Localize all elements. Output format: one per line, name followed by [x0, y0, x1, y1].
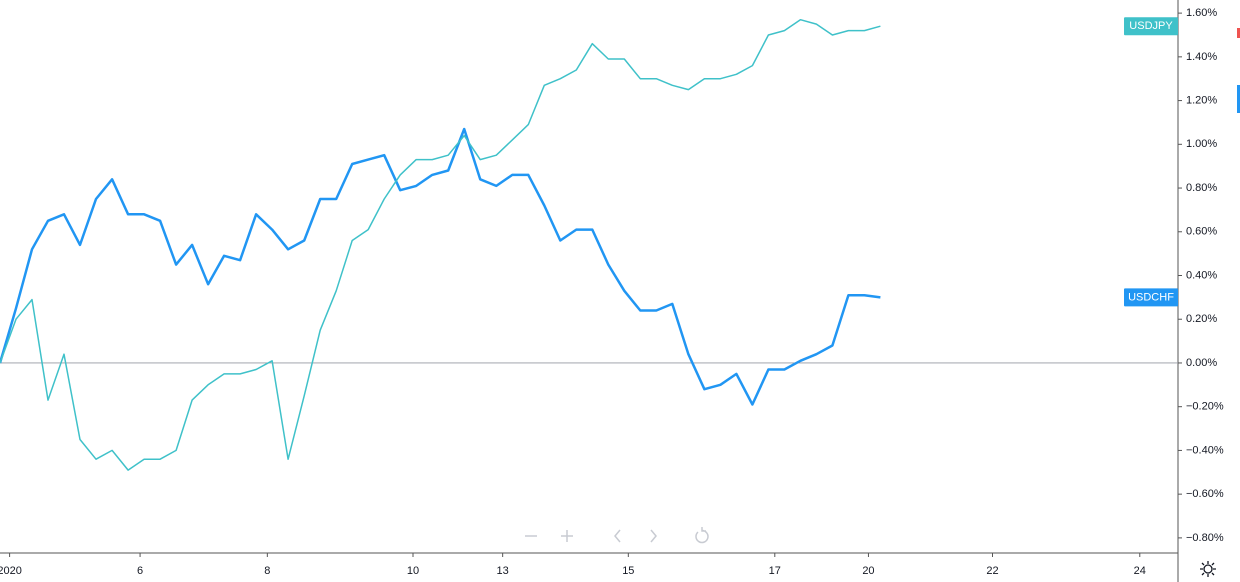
x-tick-label: 10: [407, 565, 419, 577]
x-tick-label: 2020: [0, 565, 22, 577]
scroll-left[interactable]: [614, 529, 621, 543]
y-tick-label: 1.40%: [1186, 51, 1217, 63]
y-tick-label: 1.00%: [1186, 138, 1217, 150]
y-tick-label: −0.40%: [1186, 444, 1224, 456]
y-tick-label: −0.80%: [1186, 532, 1224, 544]
y-tick-label: 0.40%: [1186, 269, 1217, 281]
y-tick-label: 0.20%: [1186, 313, 1217, 325]
x-tick-label: 6: [137, 565, 143, 577]
series-label: USDCHF: [1128, 291, 1174, 303]
x-tick-label: 22: [986, 565, 998, 577]
settings-icon[interactable]: [1200, 561, 1216, 577]
edge-marker: [1237, 28, 1240, 38]
reset[interactable]: [695, 527, 709, 544]
edge-marker: [1237, 85, 1240, 113]
series-label-box: [1124, 17, 1178, 36]
y-tick-label: 0.00%: [1186, 357, 1217, 369]
series-label: USDJPY: [1129, 20, 1173, 32]
x-tick-label: 24: [1134, 565, 1146, 577]
y-tick-label: 1.20%: [1186, 94, 1217, 106]
navigation-toolbar[interactable]: [525, 527, 709, 544]
x-tick-label: 20: [862, 565, 874, 577]
x-tick-label: 15: [622, 565, 634, 577]
y-tick-label: 0.60%: [1186, 226, 1217, 238]
y-tick-label: 1.60%: [1186, 7, 1217, 19]
series-line: [0, 127, 881, 406]
zoom-in[interactable]: [561, 530, 573, 542]
y-tick-label: −0.20%: [1186, 401, 1224, 413]
series-line: [0, 18, 881, 471]
y-tick-label: −0.60%: [1186, 488, 1224, 500]
x-tick-label: 8: [264, 565, 270, 577]
y-tick-label: 0.80%: [1186, 182, 1217, 194]
x-tick-label: 13: [497, 565, 509, 577]
series-label-box: [1124, 288, 1178, 307]
scroll-right[interactable]: [650, 529, 657, 543]
x-tick-label: 17: [769, 565, 781, 577]
